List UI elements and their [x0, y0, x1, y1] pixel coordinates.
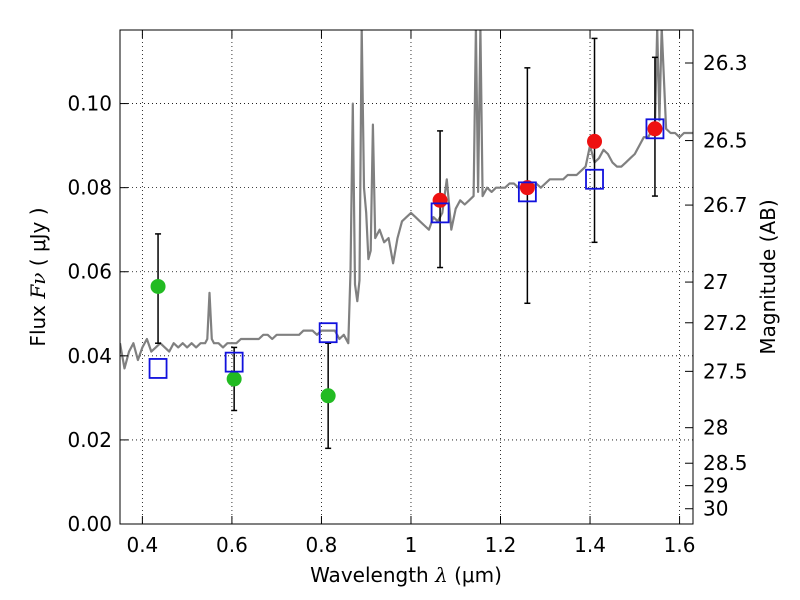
- observed_green-point: [226, 371, 242, 387]
- y-axis-label: Flux Fν ( μJy ): [26, 207, 50, 346]
- y-tick-label: 0.02: [67, 428, 112, 452]
- spectrum-line: [120, 30, 693, 370]
- x-tick-label: 0.4: [126, 533, 158, 557]
- model-photometry-square: [318, 322, 338, 344]
- observed_green-point: [150, 278, 166, 294]
- x-tick-label: 0.8: [306, 533, 338, 557]
- y-tick-label: 0.00: [67, 512, 112, 536]
- x-axis-label: Wavelength λ (μm): [310, 563, 502, 587]
- axis-ticks: 0.4 0.6 0.8 1 1.2 1.4 1.6 0.00 0.02 0.04 0.06 0.08 0…: [67, 30, 748, 557]
- y2-tick-label: 26.3: [703, 51, 748, 75]
- y-tick-label: 0.08: [67, 176, 112, 200]
- model-photometry-square: [517, 181, 537, 203]
- y2-tick-label: 27: [703, 270, 728, 294]
- y-tick-label: 0.06: [67, 260, 112, 284]
- plot-frame: [119, 29, 694, 525]
- x-tick-label: 1.4: [574, 533, 606, 557]
- x-tick-label: 1.2: [485, 533, 517, 557]
- y2-axis-label: Magnitude (AB): [756, 199, 780, 354]
- y-tick-label: 0.04: [67, 344, 112, 368]
- y2-tick-label: 28.5: [703, 451, 748, 475]
- observed_red-point: [432, 192, 448, 208]
- y2-tick-label: 30: [703, 497, 728, 521]
- model-photometry-square: [148, 358, 168, 379]
- model-photometry-square: [585, 168, 604, 190]
- x-tick-label: 0.6: [216, 533, 248, 557]
- model-photometry-square: [224, 351, 244, 373]
- plot-area: [120, 30, 693, 450]
- x-tick-label: 1: [405, 533, 418, 557]
- y2-tick-label: 27.2: [703, 311, 748, 335]
- model-photometry-square: [430, 202, 450, 224]
- model-photometry-square: [645, 118, 665, 140]
- y2-tick-label: 26.5: [703, 129, 748, 153]
- y-tick-label: 0.10: [67, 92, 112, 116]
- x-tick-label: 1.6: [664, 533, 696, 557]
- observed_red-point: [647, 121, 663, 137]
- observed_red-point: [587, 133, 603, 149]
- observed_green-point: [320, 388, 336, 404]
- y2-tick-label: 29: [703, 474, 728, 498]
- observed_red-point: [519, 180, 535, 196]
- y2-tick-label: 28: [703, 416, 728, 440]
- y2-tick-label: 27.5: [703, 359, 748, 383]
- y2-tick-label: 26.7: [703, 193, 748, 217]
